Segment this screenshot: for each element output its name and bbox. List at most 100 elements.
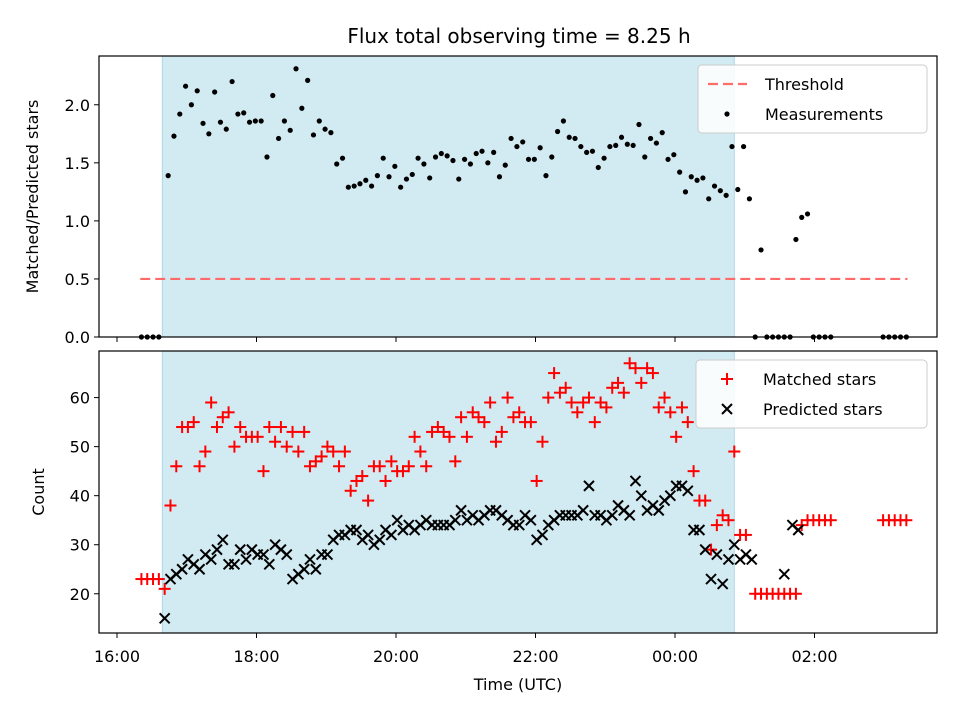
- matched-point: [635, 376, 648, 389]
- matched-point: [333, 460, 346, 473]
- top-y-axis-label: Matched/Predicted stars: [23, 100, 42, 294]
- predicted-point: [746, 553, 758, 566]
- x-tick-label: 22:00: [512, 647, 558, 666]
- top-panel: 0.00.51.01.52.0 Matched/Predicted stars …: [23, 55, 938, 347]
- measurement-point: [584, 149, 590, 155]
- measurement-point: [706, 196, 712, 202]
- matched-point: [524, 416, 537, 429]
- predicted-point: [629, 475, 642, 487]
- matched-point: [414, 445, 427, 458]
- matched-point: [484, 396, 497, 409]
- x-stroke: [594, 509, 607, 522]
- predicted-point: [716, 578, 729, 590]
- x-stroke: [716, 578, 729, 590]
- y-tick-label: 20: [70, 585, 90, 604]
- matched-point: [228, 440, 241, 453]
- measurement-point: [630, 142, 636, 149]
- predicted-point: [653, 504, 665, 517]
- measurement-point: [642, 154, 648, 160]
- x-stroke: [362, 529, 374, 541]
- matched-point: [675, 401, 688, 414]
- matched-point: [257, 465, 270, 478]
- matched-point: [263, 421, 276, 434]
- matched-point: [600, 401, 613, 414]
- x-stroke: [606, 509, 618, 522]
- x-stroke: [583, 480, 595, 492]
- measurement-point: [217, 119, 224, 125]
- predicted-point: [304, 553, 316, 566]
- measurement-point: [206, 131, 212, 137]
- x-stroke: [746, 553, 758, 566]
- matched-point: [373, 460, 386, 473]
- x-stroke: [721, 403, 733, 415]
- measurement-point: [310, 132, 317, 138]
- matched-point: [501, 391, 514, 404]
- matched-point: [489, 435, 502, 448]
- matched-point: [565, 396, 578, 409]
- x-axis: 16:00 18:00 20:00 22:00 00:00 02:00: [94, 633, 838, 666]
- x-stroke: [385, 529, 398, 541]
- matched-point: [210, 421, 223, 434]
- predicted-point: [281, 548, 293, 561]
- y-tick-label: 0.0: [65, 328, 90, 347]
- measurement-point: [403, 176, 410, 182]
- predicted-point: [525, 514, 537, 526]
- bottom-legend: Matched stars Predicted stars: [695, 359, 928, 429]
- measurement-point: [334, 161, 340, 167]
- x-stroke: [234, 543, 246, 556]
- measurement-point: [432, 154, 439, 160]
- x-stroke: [257, 548, 270, 561]
- legend-matched-swatch: [721, 373, 733, 385]
- top-y-axis: 0.0 0.5 1.0 1.5 2.0: [65, 96, 99, 347]
- matched-point: [274, 421, 287, 434]
- measurement-point: [746, 196, 753, 202]
- predicted-point: [228, 558, 241, 571]
- matched-point: [646, 367, 659, 380]
- predicted-point: [240, 553, 252, 566]
- matched-point: [629, 362, 642, 375]
- measurement-point: [665, 156, 671, 162]
- measurement-point: [624, 141, 630, 147]
- matched-point: [280, 440, 293, 453]
- measurement-point: [316, 118, 322, 124]
- matched-point: [670, 430, 683, 443]
- x-stroke: [635, 489, 647, 502]
- predicted-point: [205, 553, 217, 566]
- x-stroke: [623, 509, 636, 522]
- measurement-point: [258, 118, 264, 124]
- matched-point: [588, 416, 601, 429]
- measurement-point: [275, 135, 282, 142]
- x-stroke: [304, 553, 316, 566]
- y-tick-label: 2.0: [65, 96, 90, 115]
- measurement-point: [182, 83, 189, 89]
- measurement-point: [438, 150, 444, 157]
- predicted-point: [728, 539, 740, 551]
- measurement-point: [758, 247, 764, 253]
- x-stroke: [676, 480, 688, 492]
- predicted-point: [682, 485, 694, 497]
- x-stroke: [228, 558, 241, 571]
- measurement-point: [636, 121, 642, 128]
- x-stroke: [501, 514, 514, 526]
- predicted-point: [693, 524, 706, 536]
- x-stroke: [699, 543, 711, 556]
- measurement-point: [456, 176, 462, 182]
- measurement-point: [235, 111, 241, 117]
- x-stroke: [240, 553, 252, 566]
- measurement-point: [409, 171, 415, 178]
- x-stroke: [722, 553, 735, 566]
- predicted-point: [298, 563, 310, 575]
- measurement-point: [537, 145, 543, 151]
- observing-window-shade-bottom: [161, 350, 735, 634]
- measurement-point: [613, 142, 619, 149]
- y-tick-label: 50: [70, 438, 90, 457]
- measurement-point: [287, 127, 293, 133]
- measurement-point: [729, 143, 735, 150]
- bottom-y-axis-label: Count: [29, 468, 48, 516]
- predicted-point: [722, 553, 735, 566]
- x-stroke: [612, 499, 624, 512]
- x-stroke: [449, 514, 461, 526]
- x-stroke: [298, 563, 310, 575]
- predicted-point: [606, 509, 618, 522]
